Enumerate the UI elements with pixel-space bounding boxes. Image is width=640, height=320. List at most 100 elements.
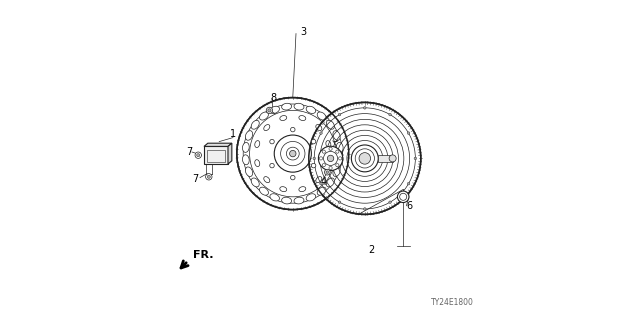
- Ellipse shape: [326, 178, 334, 187]
- Ellipse shape: [282, 197, 292, 204]
- Text: 4: 4: [320, 177, 326, 188]
- Circle shape: [329, 147, 332, 150]
- Circle shape: [407, 132, 410, 134]
- Ellipse shape: [317, 112, 326, 120]
- Ellipse shape: [252, 120, 259, 129]
- Circle shape: [324, 169, 330, 175]
- Ellipse shape: [294, 197, 304, 204]
- Circle shape: [320, 182, 323, 185]
- Text: 7: 7: [186, 147, 193, 157]
- Circle shape: [274, 135, 311, 172]
- Ellipse shape: [316, 177, 322, 183]
- Circle shape: [407, 182, 410, 185]
- Ellipse shape: [255, 160, 260, 167]
- Ellipse shape: [270, 106, 280, 114]
- Ellipse shape: [260, 112, 268, 120]
- Circle shape: [399, 193, 407, 200]
- Text: 2: 2: [368, 244, 374, 255]
- Polygon shape: [204, 147, 228, 164]
- Ellipse shape: [306, 194, 316, 201]
- Ellipse shape: [245, 167, 253, 177]
- Circle shape: [291, 175, 295, 180]
- Circle shape: [313, 157, 316, 160]
- Circle shape: [389, 155, 396, 162]
- Circle shape: [291, 127, 295, 132]
- Circle shape: [195, 152, 202, 158]
- Ellipse shape: [326, 160, 331, 167]
- Ellipse shape: [270, 194, 280, 201]
- Circle shape: [339, 201, 340, 204]
- Ellipse shape: [337, 142, 343, 152]
- Circle shape: [311, 163, 316, 168]
- Circle shape: [266, 107, 273, 114]
- Text: 1: 1: [230, 129, 236, 140]
- Ellipse shape: [299, 187, 306, 192]
- Circle shape: [359, 153, 371, 164]
- Ellipse shape: [333, 131, 340, 140]
- Polygon shape: [228, 143, 232, 164]
- Text: 5: 5: [332, 134, 339, 144]
- Ellipse shape: [337, 155, 343, 165]
- Text: 7: 7: [192, 174, 198, 184]
- Ellipse shape: [306, 106, 316, 114]
- Text: 6: 6: [406, 201, 412, 212]
- Circle shape: [329, 166, 332, 170]
- Ellipse shape: [317, 187, 326, 195]
- Ellipse shape: [299, 116, 306, 121]
- Circle shape: [270, 139, 275, 144]
- Ellipse shape: [264, 177, 270, 183]
- Ellipse shape: [280, 187, 287, 192]
- Circle shape: [355, 149, 374, 168]
- Bar: [207, 149, 225, 162]
- Circle shape: [336, 164, 339, 167]
- Circle shape: [311, 139, 316, 144]
- Circle shape: [237, 98, 349, 210]
- Circle shape: [280, 141, 305, 166]
- Circle shape: [323, 151, 338, 165]
- Text: 3: 3: [300, 27, 307, 37]
- Circle shape: [339, 157, 342, 160]
- Circle shape: [268, 109, 271, 112]
- Ellipse shape: [333, 167, 340, 177]
- Circle shape: [309, 102, 421, 214]
- Ellipse shape: [316, 124, 322, 131]
- Circle shape: [322, 164, 325, 167]
- Circle shape: [287, 147, 299, 160]
- Ellipse shape: [243, 155, 249, 165]
- Circle shape: [397, 191, 409, 203]
- Circle shape: [326, 171, 329, 173]
- Ellipse shape: [294, 103, 304, 110]
- Circle shape: [336, 150, 339, 153]
- Ellipse shape: [252, 178, 259, 187]
- Circle shape: [339, 113, 340, 116]
- Ellipse shape: [280, 116, 287, 121]
- Circle shape: [414, 157, 417, 160]
- Circle shape: [389, 201, 392, 204]
- Polygon shape: [204, 143, 232, 147]
- Bar: [378, 155, 393, 162]
- Circle shape: [364, 107, 366, 109]
- Circle shape: [351, 145, 378, 172]
- Ellipse shape: [245, 131, 253, 140]
- Circle shape: [389, 113, 392, 116]
- Ellipse shape: [282, 103, 292, 110]
- Circle shape: [320, 132, 323, 134]
- Ellipse shape: [326, 120, 334, 129]
- Ellipse shape: [243, 142, 249, 152]
- Circle shape: [319, 157, 323, 160]
- Circle shape: [289, 150, 296, 157]
- Ellipse shape: [255, 140, 260, 148]
- Ellipse shape: [326, 140, 331, 148]
- Circle shape: [196, 154, 200, 157]
- Circle shape: [205, 173, 212, 180]
- Text: TY24E1800: TY24E1800: [431, 298, 474, 307]
- Circle shape: [319, 146, 343, 171]
- Ellipse shape: [260, 187, 268, 195]
- Text: 8: 8: [271, 92, 276, 103]
- Text: FR.: FR.: [193, 250, 213, 260]
- Ellipse shape: [264, 124, 270, 131]
- Circle shape: [364, 208, 366, 210]
- Circle shape: [322, 150, 325, 153]
- Circle shape: [207, 175, 211, 179]
- Circle shape: [270, 163, 275, 168]
